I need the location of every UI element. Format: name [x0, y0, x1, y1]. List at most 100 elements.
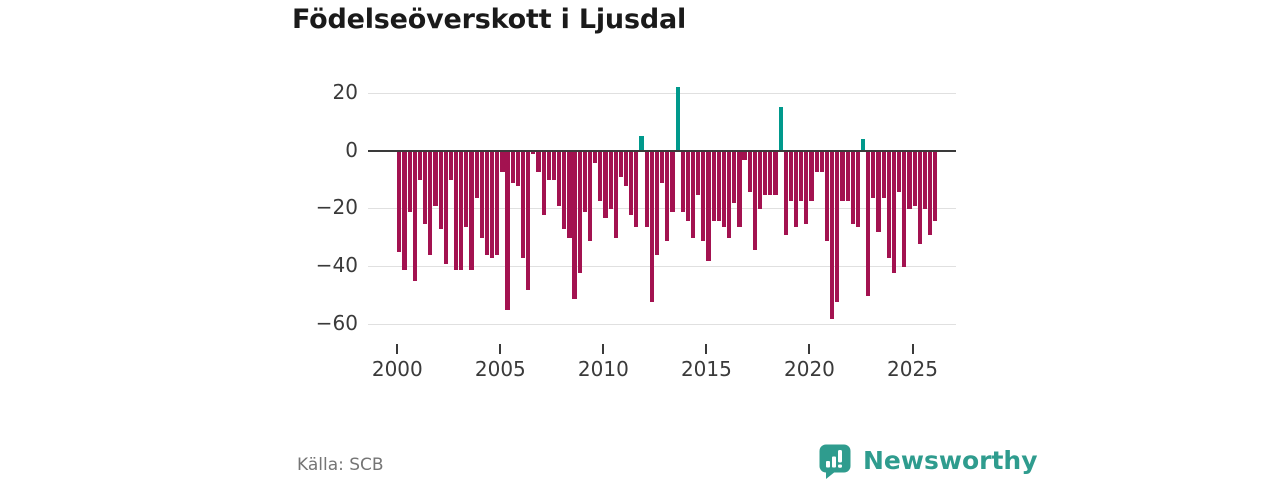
bar-2000Q3: [407, 151, 412, 213]
bar-2007Q2: [546, 151, 551, 181]
y-axis-label--20: −20: [315, 195, 358, 220]
bar-2010Q2: [608, 151, 613, 210]
bar-2005Q1: [500, 151, 505, 172]
bar-2018Q2: [773, 151, 778, 195]
bar-2023Q4: [886, 151, 891, 259]
bar-2019Q3: [799, 151, 804, 201]
bar-2020Q2: [814, 151, 819, 172]
bar-2003Q4: [474, 151, 479, 198]
zero-axis-line: [368, 149, 956, 152]
bar-2004Q4: [495, 151, 500, 256]
bar-2014Q4: [701, 151, 706, 241]
bar-2002Q3: [448, 151, 453, 181]
bar-2001Q2: [423, 151, 428, 224]
source-credit: Källa: SCB: [297, 455, 384, 475]
bar-2022Q3: [860, 138, 866, 151]
bar-2007Q4: [557, 151, 562, 207]
newsworthy-logo-icon: [819, 444, 851, 479]
bar-2007Q1: [541, 151, 546, 215]
bar-2017Q4: [763, 151, 768, 195]
bar-2016Q2: [732, 151, 737, 204]
bar-2022Q1: [850, 151, 855, 224]
newsworthy-brand-name: Newsworthy: [863, 446, 1038, 475]
bar-2001Q4: [433, 151, 438, 207]
bar-2013Q3: [675, 87, 680, 151]
bar-2021Q4: [845, 151, 850, 201]
x-axis-tick-2005: [499, 344, 502, 354]
bar-2015Q1: [706, 151, 711, 262]
bar-2003Q2: [464, 151, 469, 227]
bar-2014Q1: [685, 151, 690, 221]
bar-2001Q3: [428, 151, 433, 256]
bar-2010Q4: [618, 151, 624, 178]
bar-2000Q4: [412, 151, 417, 282]
x-axis-label-2015: 2015: [680, 357, 732, 381]
bar-2018Q4: [783, 151, 788, 236]
bar-2006Q1: [520, 151, 526, 259]
bar-2004Q2: [484, 151, 490, 256]
y-axis-label--60: −60: [315, 310, 358, 335]
newsworthy-brand: Newsworthy: [818, 443, 1038, 480]
bar-2022Q2: [855, 151, 860, 227]
bar-2015Q2: [711, 151, 716, 221]
gridline-y--60: [368, 323, 956, 325]
bar-2016Q4: [742, 151, 747, 161]
bar-2024Q4: [907, 151, 912, 210]
bar-2014Q3: [696, 151, 701, 195]
bar-2020Q4: [824, 151, 830, 241]
gridline-y--40: [368, 265, 956, 267]
bar-2017Q3: [757, 151, 763, 210]
bar-2019Q1: [788, 151, 794, 201]
bar-2021Q2: [835, 151, 840, 302]
bar-2024Q1: [891, 151, 897, 273]
bar-2011Q2: [629, 151, 634, 215]
bar-2006Q2: [526, 151, 531, 290]
gridline-y--20: [368, 208, 956, 210]
x-axis-label-2025: 2025: [887, 357, 938, 381]
bar-2012Q2: [649, 151, 654, 302]
bar-2023Q1: [871, 151, 876, 198]
y-axis-label-20: 20: [332, 79, 358, 104]
bar-2012Q1: [644, 151, 649, 227]
chart-title: Födelseöverskott i Ljusdal: [292, 4, 687, 35]
bar-2024Q2: [897, 151, 902, 192]
bar-2000Q1: [397, 151, 402, 253]
bar-2025Q1: [912, 151, 917, 207]
bar-2005Q3: [510, 151, 515, 184]
bar-2002Q1: [438, 151, 443, 230]
bar-2009Q2: [587, 151, 593, 241]
bar-2016Q3: [737, 151, 742, 227]
bar-2025Q2: [917, 151, 922, 244]
x-axis-tick-2020: [808, 344, 811, 354]
bar-2013Q1: [665, 151, 670, 241]
bar-2008Q4: [577, 151, 582, 273]
bar-2011Q1: [623, 151, 629, 187]
bar-2002Q4: [453, 151, 459, 270]
x-axis-label-2020: 2020: [784, 357, 835, 381]
bar-2009Q4: [598, 151, 603, 201]
bar-2008Q1: [562, 151, 567, 230]
x-axis-tick-2010: [602, 344, 605, 354]
bar-2002Q2: [443, 151, 448, 264]
bar-2007Q3: [551, 151, 557, 181]
bar-2004Q1: [479, 151, 484, 239]
bar-2018Q1: [768, 151, 773, 195]
y-axis-label-0: 0: [345, 137, 358, 162]
bar-2015Q3: [716, 151, 721, 221]
bar-2024Q3: [902, 151, 907, 267]
bar-2009Q3: [593, 151, 598, 164]
bar-2012Q4: [660, 151, 665, 184]
bar-2003Q3: [469, 151, 474, 270]
bar-2010Q3: [613, 151, 618, 239]
bar-2001Q1: [417, 151, 423, 181]
bar-2009Q1: [582, 151, 587, 213]
bar-2020Q1: [809, 151, 814, 201]
bar-2017Q2: [752, 151, 757, 250]
bar-2008Q2: [567, 151, 572, 239]
bar-2017Q1: [747, 151, 752, 192]
y-axis-label--40: −40: [315, 252, 358, 277]
bar-2004Q3: [490, 151, 495, 259]
gridline-y-20: [368, 92, 956, 94]
bar-2023Q3: [881, 151, 886, 198]
